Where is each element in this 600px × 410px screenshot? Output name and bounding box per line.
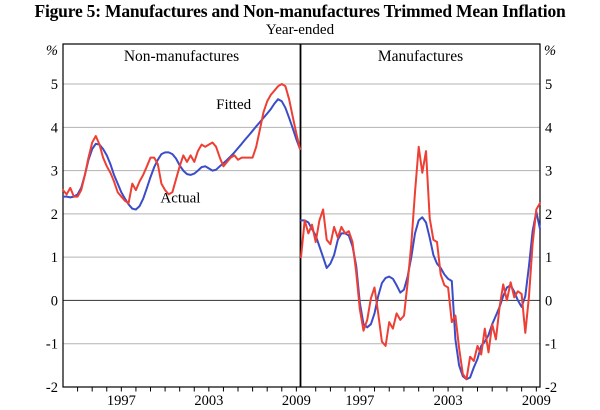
panel-title: Manufactures — [378, 48, 463, 65]
y-axis-tick-label-left: 2 — [51, 207, 58, 223]
actual-series-label: Actual — [160, 191, 200, 207]
actual-line-non-manufactures — [62, 83, 301, 205]
y-axis-tick-label-right: 2 — [545, 207, 552, 223]
fitted-series-label: Fitted — [216, 97, 252, 113]
y-axis-tick-label-right: 0 — [545, 293, 552, 309]
y-axis-tick-label-left: -2 — [46, 380, 58, 396]
x-axis-year-label: 2009 — [282, 393, 311, 409]
y-axis-tick-label-right: -2 — [545, 380, 557, 396]
figure-title: Figure 5: Manufactures and Non-manufactu… — [34, 1, 566, 21]
y-axis-tick-label-right: 5 — [545, 77, 552, 93]
y-axis-tick-label-right: 1 — [545, 250, 552, 266]
fitted-line-non-manufactures — [62, 98, 301, 211]
y-axis-tick-label-left: 4 — [51, 120, 59, 136]
y-axis-tick-label-left: 0 — [51, 293, 58, 309]
actual-line-manufactures — [300, 145, 541, 381]
y-axis-tick-label-left: 3 — [51, 164, 58, 180]
x-axis-year-label: 2009 — [522, 393, 551, 409]
y-axis-tick-label-right: 3 — [545, 164, 552, 180]
y-axis-tick-label-left: -1 — [46, 337, 58, 353]
panel-title: Non-manufactures — [124, 48, 239, 65]
y-axis-tick-label-left: 5 — [51, 77, 58, 93]
x-axis-year-label: 1997 — [107, 393, 136, 409]
y-axis-tick-label-left: 1 — [51, 250, 58, 266]
y-axis-unit-right: % — [544, 43, 556, 59]
figure-subtitle: Year-ended — [265, 22, 335, 38]
y-axis-tick-label-right: -1 — [545, 337, 557, 353]
x-axis-year-label: 2003 — [194, 393, 223, 409]
y-axis-tick-label-right: 4 — [545, 120, 553, 136]
y-axis-unit-left: % — [46, 43, 58, 59]
x-axis-year-label: 1997 — [345, 393, 374, 409]
chart-frame — [62, 43, 541, 388]
x-axis-year-label: 2003 — [434, 393, 463, 409]
